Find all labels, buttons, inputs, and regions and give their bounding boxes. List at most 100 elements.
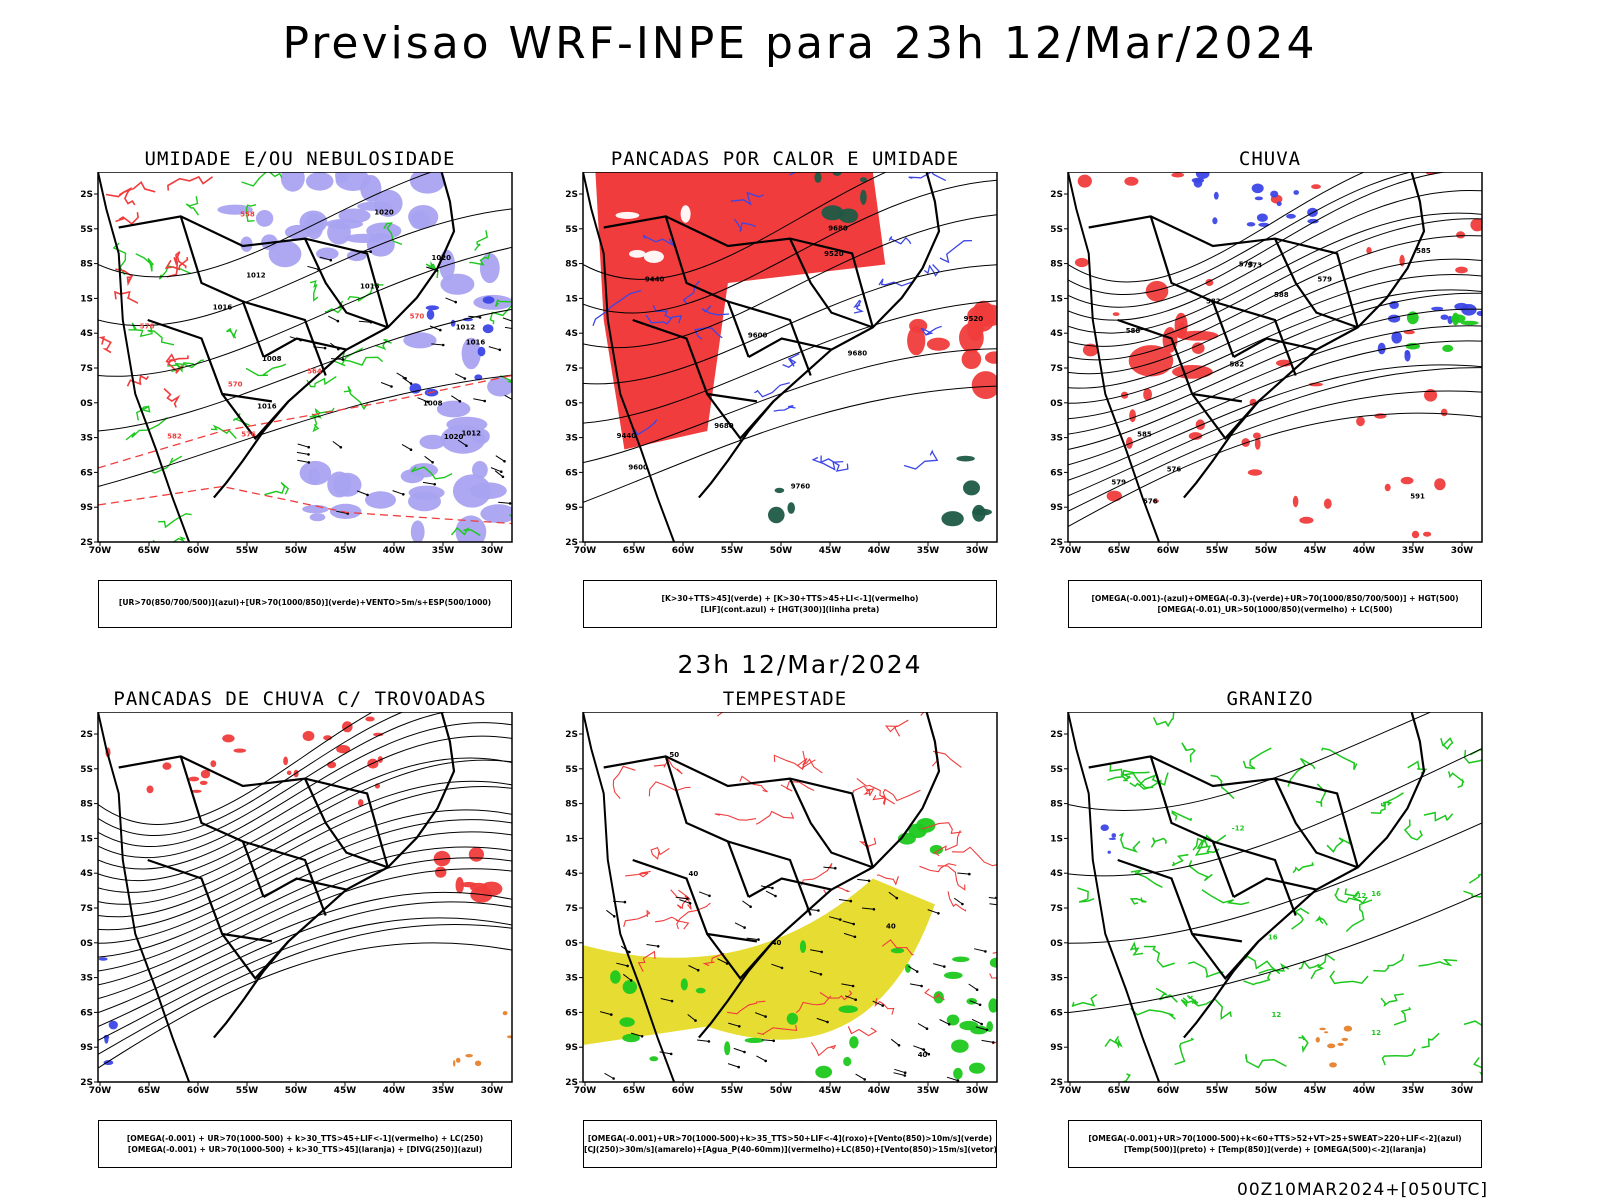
temperature-contour bbox=[1107, 769, 1150, 781]
height-contour bbox=[1068, 172, 1414, 295]
coastline bbox=[1068, 172, 1161, 542]
lat-label: 24S bbox=[565, 869, 578, 879]
rain-area bbox=[1191, 342, 1205, 354]
country-border bbox=[789, 238, 874, 329]
map-chuva: 591 588 585 582 579 576 573 588 585 582 579 576 573 1… bbox=[1050, 172, 1483, 556]
wind-vector bbox=[339, 446, 343, 449]
contour-label: 573 bbox=[1239, 260, 1254, 268]
wind-vector bbox=[463, 377, 467, 380]
humidity-area bbox=[327, 471, 352, 498]
humidity-area bbox=[325, 218, 364, 230]
lon-label: 50W bbox=[285, 546, 308, 556]
water-contour bbox=[676, 902, 711, 930]
rain-area bbox=[1307, 218, 1319, 224]
wind-vector bbox=[894, 1068, 906, 1074]
panel-pancadas-trovoadas: PANCADAS DE CHUVA C/ TROVOADAS 12S 15S 18S 2… bbox=[80, 688, 520, 1178]
instability-area bbox=[832, 172, 842, 176]
pressure-contour bbox=[98, 308, 512, 432]
wind-vector bbox=[961, 902, 964, 906]
wind-vector bbox=[369, 250, 373, 253]
rain-area bbox=[1299, 516, 1314, 524]
water-contour bbox=[933, 830, 961, 857]
panel-umidade: UMIDADE E/OU NEBULOSIDADE 1012 1012 1016 101… bbox=[80, 148, 520, 638]
lifted-index-contour bbox=[853, 299, 864, 314]
lat-label: 42S bbox=[80, 1078, 93, 1088]
lat-label: 42S bbox=[565, 538, 578, 548]
temperature-contour bbox=[1326, 836, 1351, 853]
wind-vector bbox=[1000, 904, 1003, 907]
humidity-contour bbox=[309, 415, 321, 433]
water-contour bbox=[920, 712, 925, 716]
lon-label: 55W bbox=[1206, 1086, 1229, 1096]
temperature-contour bbox=[1174, 1037, 1195, 1066]
thunderstorm-area bbox=[435, 866, 447, 878]
water-contour bbox=[739, 775, 768, 793]
contour-label: 573 bbox=[1247, 262, 1262, 270]
lat-label: 42S bbox=[565, 1078, 578, 1088]
country-border bbox=[748, 337, 832, 358]
wind-vector bbox=[483, 399, 487, 403]
water-contour bbox=[921, 822, 962, 834]
panel-tempestade: TEMPESTADE 40 40 50 40 40 12S 15S 18S 21S 24S 27S 30… bbox=[565, 688, 1005, 1178]
wind-vector bbox=[888, 891, 898, 899]
wind-vector bbox=[380, 382, 392, 387]
coastline bbox=[1183, 712, 1426, 1039]
lat-label: 15S bbox=[1050, 765, 1063, 775]
temperature-contour bbox=[1068, 748, 1482, 877]
humidity-area bbox=[436, 400, 471, 418]
temperature-contour bbox=[1315, 783, 1327, 807]
panel-chuva: CHUVA 591 588 585 582 579 576 573 588 585 582 579 57… bbox=[1050, 148, 1490, 638]
lat-label: 21S bbox=[565, 834, 578, 844]
humidity-contour bbox=[185, 196, 200, 216]
lon-label: 35W bbox=[917, 546, 940, 556]
map-pancadas-trovoadas: 12S 15S 18S 21S 24S 27S 30S 33S 36S 39S 42S70W 65W 6… bbox=[80, 712, 513, 1096]
wind-vector bbox=[599, 1011, 612, 1016]
water-contour bbox=[876, 874, 899, 886]
water-contour bbox=[863, 788, 875, 797]
water-contour bbox=[937, 865, 966, 891]
temperature-contour bbox=[1291, 907, 1310, 930]
streamline bbox=[98, 901, 512, 1027]
wind-vector bbox=[968, 872, 971, 876]
streamline bbox=[98, 712, 405, 836]
rain-area bbox=[1470, 218, 1482, 232]
humidity-contour bbox=[164, 257, 189, 271]
rain-area bbox=[1246, 222, 1256, 227]
water-contour bbox=[856, 777, 887, 800]
legend-line: [K>30+TTS>45](verde) + [K>30+TTS>45+LI<-… bbox=[661, 594, 919, 603]
height-contour bbox=[583, 172, 888, 280]
lat-label: 18S bbox=[1050, 260, 1063, 270]
contour-label: 570 bbox=[228, 380, 243, 388]
contour-label: 40 bbox=[772, 939, 782, 947]
wind-vector bbox=[336, 319, 340, 323]
contour-label: 9760 bbox=[791, 483, 811, 491]
thunderstorm-area bbox=[468, 847, 484, 862]
rain-area bbox=[1424, 389, 1438, 402]
humidity-contour bbox=[105, 181, 156, 198]
lon-label: 45W bbox=[334, 546, 357, 556]
instability-area bbox=[860, 189, 867, 205]
lat-label: 21S bbox=[80, 294, 93, 304]
water-contour bbox=[947, 891, 967, 912]
humidity-area bbox=[462, 317, 473, 322]
wind-vector bbox=[401, 443, 412, 451]
wind-vector bbox=[698, 891, 710, 897]
convection-area bbox=[455, 1057, 461, 1063]
temperature-contour bbox=[1298, 960, 1320, 970]
humidity-contour bbox=[135, 253, 154, 272]
wind-area bbox=[799, 940, 807, 953]
humidity-area bbox=[473, 294, 512, 310]
country-border bbox=[603, 215, 874, 328]
water-contour bbox=[648, 781, 691, 797]
lat-label: 12S bbox=[80, 730, 93, 740]
contour-label: 564 bbox=[307, 368, 322, 376]
thunderstorm-area bbox=[233, 748, 247, 753]
lat-label: 27S bbox=[1050, 364, 1063, 374]
rain-area bbox=[1391, 331, 1402, 344]
wind-vector bbox=[356, 490, 368, 496]
lat-label: 36S bbox=[1050, 1008, 1063, 1018]
wind-vector bbox=[838, 899, 851, 902]
lon-label: 30W bbox=[481, 1086, 504, 1096]
lat-label: 39S bbox=[80, 1043, 93, 1053]
map-frame bbox=[1067, 712, 1483, 1083]
